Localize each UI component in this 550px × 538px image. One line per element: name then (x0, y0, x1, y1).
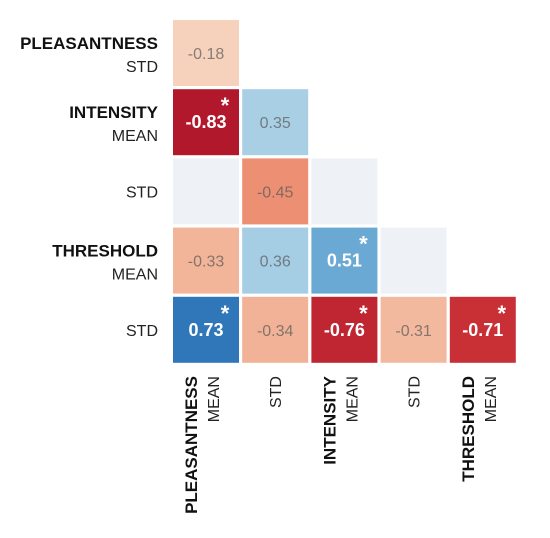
column-stat-label: MEAN (206, 376, 223, 422)
heatmap-cell-r4-c4 (449, 296, 516, 363)
heatmap-value-label: 0.51 (327, 251, 362, 271)
heatmap-value-label: -0.33 (188, 254, 225, 271)
row-stat-label: STD (126, 59, 158, 76)
heatmap-cell-r2-c0 (173, 158, 239, 225)
row-stat-label: STD (126, 323, 158, 340)
column-group-label: INTENSITY (320, 375, 339, 464)
heatmap-value-label: -0.45 (257, 184, 294, 201)
heatmap-value-label: -0.76 (324, 320, 365, 340)
heatmap-value-label: 0.35 (260, 115, 291, 132)
heatmap-value-label: 0.73 (188, 320, 223, 340)
row-group-label: INTENSITY (69, 103, 158, 122)
heatmap-value-label: 0.36 (260, 254, 291, 271)
heatmap-cell-r3-c3 (380, 227, 447, 294)
significance-marker: * (359, 301, 368, 326)
row-stat-label: MEAN (112, 128, 158, 145)
heatmap-value-label: -0.71 (462, 320, 503, 340)
heatmap-value-label: -0.31 (395, 323, 432, 340)
significance-marker: * (221, 301, 230, 326)
column-stat-label: MEAN (483, 376, 500, 422)
row-group-label: PLEASANTNESS (20, 34, 158, 53)
column-labels: PLEASANTNESS MEAN STD INTENSITY MEAN STD THRES… (182, 375, 500, 514)
heatmap-cell-r4-c0 (173, 296, 239, 363)
row-stat-label: STD (126, 184, 158, 201)
heatmap-cell-r2-c2 (311, 158, 378, 225)
row-group-label: THRESHOLD (52, 242, 158, 261)
column-stat-label: MEAN (344, 376, 361, 422)
heatmap-cell-r0-c0 (173, 20, 239, 86)
row-stat-label: MEAN (112, 267, 158, 284)
heatmap-cell-r2-c1 (242, 158, 309, 225)
column-stat-label: STD (407, 376, 424, 408)
heatmap-cells: -0.18-0.83*0.35-0.45-0.33 0.36 0.51*0.73*-… (173, 20, 516, 363)
column-stat-label: STD (268, 376, 285, 408)
column-group-label: THRESHOLD (459, 376, 478, 482)
significance-marker: * (498, 301, 507, 326)
heatmap-value-label: -0.83 (185, 112, 226, 132)
heatmap-cell-r1-c0 (173, 89, 239, 156)
heatmap-cell-r3-c0 (173, 227, 239, 294)
column-group-label: PLEASANTNESS (182, 376, 201, 514)
significance-marker: * (221, 93, 230, 118)
significance-marker: * (359, 232, 368, 257)
row-labels: PLEASANTNESS STD INTENSITY MEAN STD THRESHOLD… (20, 34, 159, 340)
heatmap-cell-r3-c2 (311, 227, 378, 294)
heatmap-cell-r4-c1 (242, 296, 309, 363)
heatmap-cell-r4-c3 (380, 296, 447, 363)
heatmap-value-label: -0.18 (188, 46, 225, 63)
heatmap-cell-r1-c1 (242, 89, 309, 156)
heatmap-cell-r4-c2 (311, 296, 378, 363)
heatmap-cell-r3-c1 (242, 227, 309, 294)
heatmap-value-label: -0.34 (257, 323, 294, 340)
